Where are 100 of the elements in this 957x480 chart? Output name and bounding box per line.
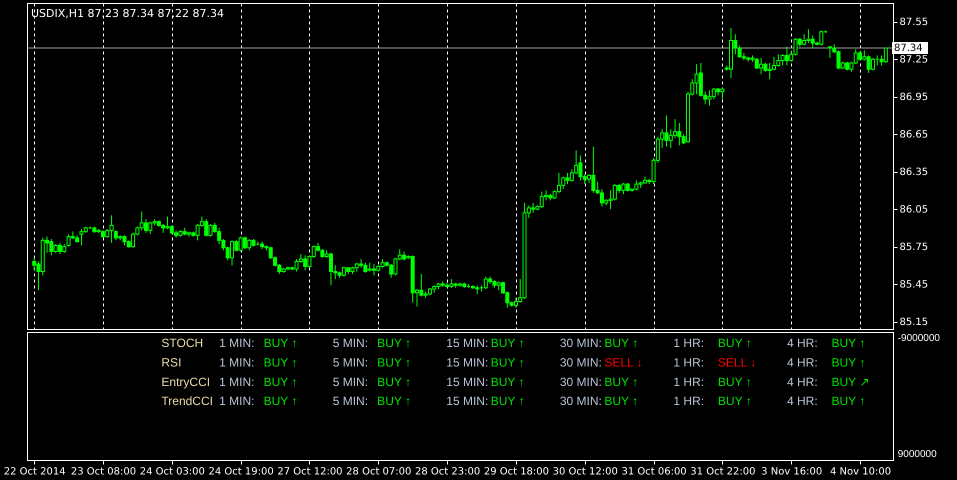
candlestick (720, 87, 724, 100)
candlestick (303, 254, 308, 271)
text: 4 HR: (787, 336, 818, 350)
text: 5 MIN: (332, 336, 368, 350)
candlestick (712, 87, 716, 100)
text: BUY ↑ (377, 394, 411, 408)
candlestick (561, 176, 566, 190)
category-label: 28 Oct 07:00 (346, 466, 412, 478)
candlestick (419, 274, 424, 298)
text: 15 MIN: (446, 336, 488, 350)
y-tick-label: 87.55 (900, 17, 928, 28)
y-tick-label: 86.05 (900, 204, 928, 216)
candlestick (612, 184, 617, 201)
text: 4 HR: (787, 355, 818, 370)
text: BUY ↑ (264, 394, 298, 408)
text: BUY ↗ (831, 374, 870, 389)
candlestick (802, 34, 806, 46)
candlestick (828, 46, 832, 58)
text: RSI (161, 355, 182, 370)
y-tick-label: 86.35 (900, 167, 928, 178)
text: BUY ↑ (604, 336, 638, 350)
text: 1 HR: (673, 374, 704, 389)
category-label: 29 Oct 18:00 (484, 466, 550, 478)
candlestick (110, 214, 114, 244)
text: BUY ↑ (718, 336, 752, 350)
text: BUY ↑ (718, 394, 752, 408)
candlestick (32, 257, 36, 271)
candlestick (204, 218, 208, 238)
text: 1 HR: (673, 355, 704, 370)
text: SELL ↓ (718, 355, 756, 370)
text: 1 MIN: (219, 355, 254, 370)
y-tick-label: 87.25 (900, 54, 928, 66)
text: 30 MIN: (560, 394, 602, 408)
category-label: 24 Oct 03:00 (140, 466, 205, 478)
text: -9000000 (898, 332, 940, 344)
text: EntryCCI (161, 374, 210, 389)
text: 5 MIN: (332, 374, 368, 389)
text: STOCH (161, 336, 204, 350)
candlestick (217, 227, 222, 245)
text: BUY ↑ (490, 336, 525, 350)
y-tick-label: 85.15 (900, 317, 928, 328)
text: BUY ↑ (490, 374, 525, 389)
candlestick (754, 57, 759, 70)
text: 4 HR: (787, 394, 818, 408)
text: 1 HR: (673, 394, 704, 408)
candlestick (148, 221, 152, 235)
text: 1 HR: (673, 336, 704, 350)
chart-title: USDIX,H1 87.23 87.34 87.22 87.34 (31, 7, 224, 20)
candlestick (342, 266, 346, 278)
text: SELL ↓ (604, 355, 643, 370)
text: 15 MIN: (446, 374, 488, 389)
text: 30 MIN: (560, 336, 602, 350)
text: BUY ↑ (264, 336, 298, 350)
text: 5 MIN: (332, 355, 368, 370)
text: BUY ↑ (831, 355, 866, 370)
text: 30 MIN: (560, 355, 602, 370)
text: 5 MIN: (332, 394, 368, 408)
candlestick (819, 30, 824, 46)
candlestick (884, 47, 888, 64)
category-label: 27 Oct 12:00 (277, 466, 343, 478)
y-tick-label: 86.95 (900, 92, 928, 104)
text: BUY ↑ (831, 336, 866, 350)
text: BUY ↑ (377, 355, 411, 370)
candlestick (114, 230, 118, 241)
text: BUY ↑ (490, 355, 525, 370)
text: BUY ↑ (377, 374, 411, 389)
text: BUY ↑ (264, 355, 298, 370)
text: 30 MIN: (560, 374, 602, 389)
candlestick (531, 202, 536, 214)
text: BUY ↑ (718, 374, 752, 389)
candlestick (866, 54, 871, 74)
candlestick (238, 236, 243, 252)
category-label: 23 Oct 08:00 (70, 466, 136, 478)
candlestick (677, 122, 682, 146)
category-label: 24 Oct 19:00 (208, 466, 274, 478)
candlestick (196, 224, 200, 241)
category-label: 31 Oct 06:00 (621, 466, 687, 478)
text: 4 HR: (787, 374, 818, 389)
candlestick (634, 180, 638, 191)
candlestick (363, 262, 368, 274)
candlestick (806, 28, 810, 44)
text: 9000000 (898, 449, 938, 460)
y-tick-label: 85.45 (900, 280, 928, 291)
category-label: 4 Nov 10:00 (830, 466, 892, 478)
candlestick (49, 238, 54, 256)
candlestick (759, 57, 764, 75)
text: TrendCCI (161, 394, 213, 408)
text: BUY ↑ (604, 374, 638, 389)
text: 15 MIN: (446, 355, 488, 370)
candlestick (591, 146, 596, 194)
candlestick (578, 154, 582, 181)
text: BUY ↑ (490, 394, 525, 408)
candlestick (776, 54, 780, 68)
candlestick (870, 57, 875, 71)
candlestick (247, 238, 252, 251)
text: 15 MIN: (446, 394, 488, 408)
text: BUY ↑ (604, 394, 638, 408)
y-tick-label: 85.75 (900, 242, 928, 254)
text: BUY ↑ (831, 394, 866, 408)
ref-line-label: 87.34 (894, 42, 923, 54)
